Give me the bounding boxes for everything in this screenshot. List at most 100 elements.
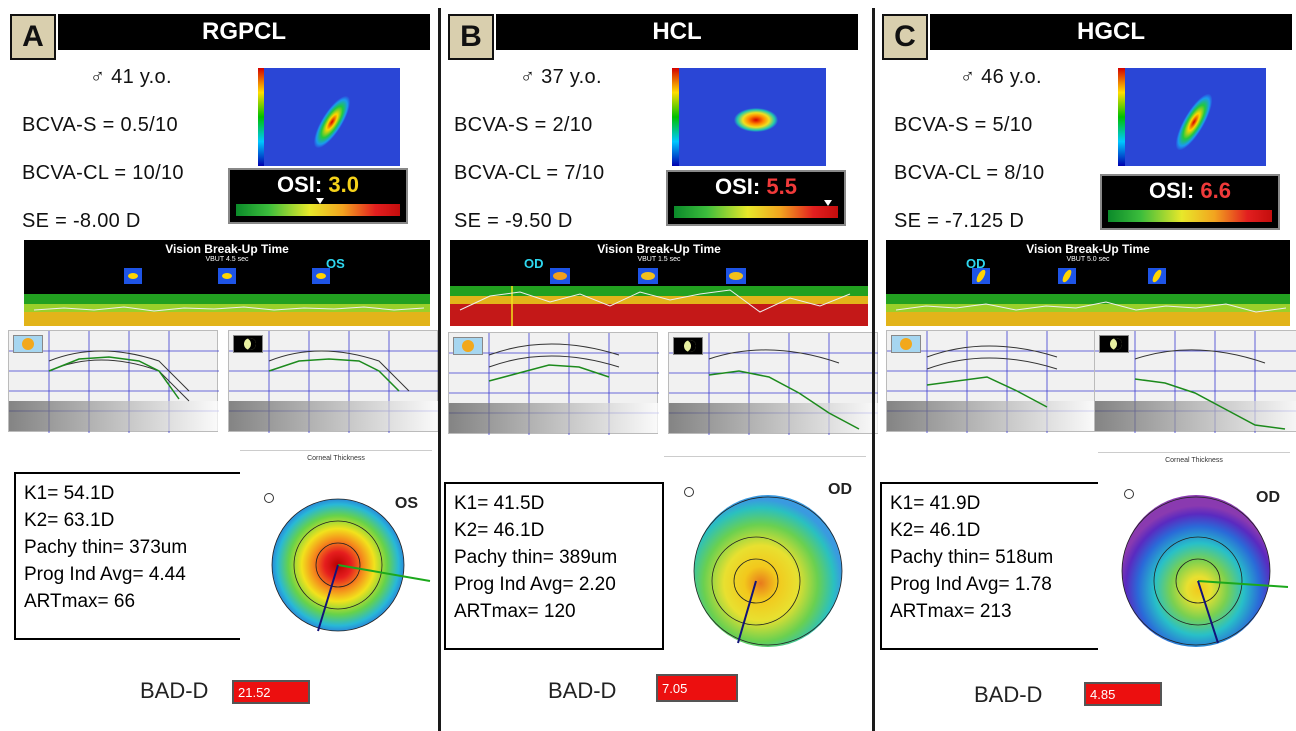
- panel-letter: C: [882, 14, 928, 60]
- osi-marker-icon: [824, 200, 832, 206]
- mtf-chart-night: [1094, 330, 1296, 433]
- osi-label: OSI:: [277, 172, 323, 197]
- osi-label: OSI:: [1149, 178, 1195, 203]
- vbut-time: VBUT 5.0 sec: [1066, 256, 1110, 263]
- patient-age: ♂ 41 y.o.: [90, 66, 172, 88]
- keratometry-box: K1= 41.5D K2= 46.1D Pachy thin= 389um Pr…: [444, 482, 664, 650]
- osi-label: OSI:: [715, 174, 761, 199]
- prog-ind-avg: Prog Ind Avg= 2.20: [454, 574, 616, 595]
- magnifier-icon: [1124, 489, 1134, 499]
- topo-map: [1121, 495, 1289, 647]
- osi-value: 6.6: [1200, 178, 1231, 203]
- mtf-chart-night: [668, 332, 879, 435]
- k2-value: K2= 46.1D: [890, 520, 981, 541]
- bcva-cl: BCVA-CL = 10/10: [22, 162, 184, 184]
- panel-letter: A: [10, 14, 56, 60]
- bcva-s: BCVA-S = 0.5/10: [22, 114, 178, 136]
- panel-c: C HGCL ♂ 46 y.o. BCVA-S = 5/10 BCVA-CL =…: [878, 10, 1296, 728]
- mtf-graph: [669, 333, 879, 435]
- moon-icon: [1099, 335, 1129, 353]
- sun-icon: [453, 337, 483, 355]
- topo-title: Corneal Thickness: [307, 455, 365, 462]
- vbut-title: Vision Break-Up Time: [597, 242, 721, 256]
- prog-ind-avg: Prog Ind Avg= 4.44: [24, 564, 186, 585]
- vbut-graph: [450, 268, 868, 326]
- bcva-s: BCVA-S = 5/10: [894, 114, 1033, 136]
- vbut-title: Vision Break-Up Time: [1026, 242, 1150, 256]
- spherical-equivalent: SE = -7.125 D: [894, 210, 1025, 232]
- osi-value: 3.0: [328, 172, 359, 197]
- topo-eye-tag: OS: [394, 495, 418, 512]
- topo-map: [693, 495, 843, 647]
- bcva-cl: BCVA-CL = 8/10: [894, 162, 1045, 184]
- topo-eye-tag: OD: [828, 481, 852, 498]
- eye-tag: OD: [966, 256, 986, 271]
- moon-icon: [233, 335, 263, 353]
- vbut-panel: Vision Break-Up Time VBUT 4.5 sec OS: [24, 240, 430, 326]
- osi-readout: OSI: 5.5: [668, 174, 844, 200]
- mtf-graph: [229, 331, 439, 433]
- art-max: ARTmax= 213: [890, 601, 1012, 622]
- osi-readout: OSI: 6.6: [1102, 178, 1278, 204]
- patient-age: ♂ 46 y.o.: [960, 66, 1042, 88]
- panel-title: HGCL: [930, 14, 1292, 50]
- topo-title: Corneal Thickness: [1165, 457, 1223, 464]
- eye-tag: OD: [524, 256, 544, 271]
- k2-value: K2= 46.1D: [454, 520, 545, 541]
- osi-box: OSI: 6.6: [1100, 174, 1280, 230]
- panel-a: A RGPCL ♂ 41 y.o. BCVA-S = 0.5/10 BCVA-C…: [6, 10, 439, 728]
- sun-icon: [13, 335, 43, 353]
- k1-value: K1= 41.9D: [890, 493, 981, 514]
- psf-image: [672, 68, 826, 166]
- vbut-graph: [24, 268, 430, 326]
- panel-b: B HCL ♂ 37 y.o. BCVA-S = 2/10 BCVA-CL = …: [444, 10, 879, 728]
- bad-d-label: BAD-D: [974, 682, 1043, 707]
- spherical-equivalent: SE = -8.00 D: [22, 210, 141, 232]
- bad-d-value: 21.52: [232, 680, 310, 704]
- mtf-graph: [887, 331, 1097, 433]
- vbut-panel: Vision Break-Up Time VBUT 1.5 sec OD: [450, 240, 868, 326]
- vbut-panel: Vision Break-Up Time VBUT 5.0 sec OD: [886, 240, 1290, 326]
- keratometry-box: K1= 54.1D K2= 63.1D Pachy thin= 373um Pr…: [14, 472, 242, 640]
- prog-ind-avg: Prog Ind Avg= 1.78: [890, 574, 1052, 595]
- bad-d-label: BAD-D: [548, 678, 617, 703]
- mtf-graph: [1095, 331, 1296, 433]
- panel-title: RGPCL: [58, 14, 430, 50]
- corneal-thickness-map: OD: [664, 456, 866, 666]
- art-max: ARTmax= 66: [24, 591, 136, 612]
- pachy-thin: Pachy thin= 518um: [890, 547, 1054, 568]
- eye-tag: OS: [326, 256, 345, 271]
- magnifier-icon: [684, 487, 694, 497]
- corneal-thickness-map: Corneal Thickness OS: [240, 450, 432, 660]
- panel-divider: [872, 8, 875, 731]
- bad-d-value: 4.85: [1084, 682, 1162, 706]
- art-max: ARTmax= 120: [454, 601, 576, 622]
- vbut-title: Vision Break-Up Time: [165, 242, 289, 256]
- vbut-graph: [886, 268, 1290, 326]
- k2-value: K2= 63.1D: [24, 510, 115, 531]
- osi-box: OSI: 5.5: [666, 170, 846, 226]
- mtf-chart-day: [886, 330, 1097, 433]
- pachy-thin: Pachy thin= 389um: [454, 547, 618, 568]
- topo-eye-tag: OD: [1256, 489, 1280, 506]
- osi-box: OSI: 3.0: [228, 168, 408, 224]
- osi-scale-bar: [236, 204, 400, 216]
- osi-value: 5.5: [766, 174, 797, 199]
- panel-letter: B: [448, 14, 494, 60]
- corneal-thickness-map: Corneal Thickness OD: [1098, 452, 1290, 662]
- patient-age: ♂ 37 y.o.: [520, 66, 602, 88]
- mtf-chart-night: [228, 330, 439, 433]
- vbut-time: VBUT 1.5 sec: [637, 256, 681, 263]
- osi-scale-bar: [1108, 210, 1272, 222]
- moon-icon: [673, 337, 703, 355]
- k1-value: K1= 41.5D: [454, 493, 545, 514]
- bad-d-label: BAD-D: [140, 678, 209, 703]
- osi-readout: OSI: 3.0: [230, 172, 406, 198]
- bad-d-value: 7.05: [656, 674, 738, 702]
- magnifier-icon: [264, 493, 274, 503]
- bcva-cl: BCVA-CL = 7/10: [454, 162, 605, 184]
- topo-map: [271, 498, 431, 632]
- panel-divider: [438, 8, 441, 731]
- spherical-equivalent: SE = -9.50 D: [454, 210, 573, 232]
- panel-title: HCL: [496, 14, 858, 50]
